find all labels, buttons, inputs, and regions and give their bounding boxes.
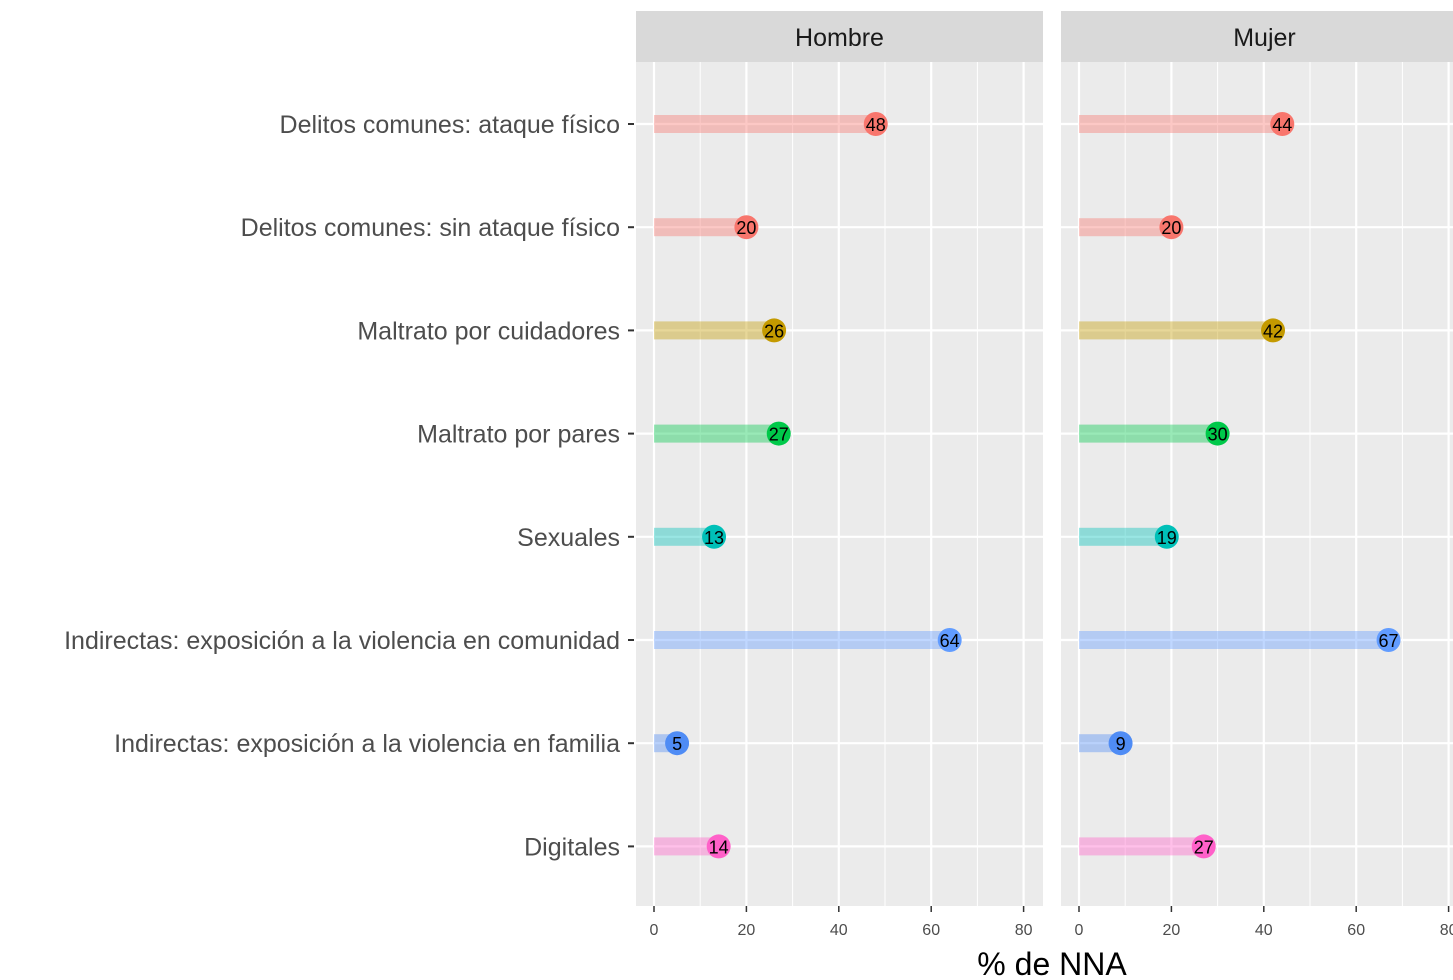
category-label: Sexuales — [517, 524, 620, 552]
data-label: 26 — [764, 321, 784, 341]
category-label: Indirectas: exposición a la violencia en… — [114, 730, 620, 758]
data-label: 27 — [1194, 837, 1214, 857]
point — [1270, 112, 1295, 136]
point — [702, 524, 727, 549]
panels: Hombre 0 20 40 60 80 48 20 26 27 13 64 5 14 Mujer 0 20 40… — [636, 11, 1453, 939]
data-label: 5 — [672, 734, 682, 754]
bar — [1079, 321, 1274, 340]
data-label: 20 — [1161, 218, 1181, 238]
point — [1261, 318, 1286, 343]
point — [766, 421, 791, 446]
x-tick-label: 80 — [1440, 922, 1453, 939]
bar — [654, 837, 719, 856]
point — [706, 834, 731, 859]
point — [734, 215, 759, 240]
point — [1191, 834, 1216, 859]
facet-strip-label: Mujer — [1233, 24, 1296, 52]
category-label: Indirectas: exposición a la violencia en… — [64, 627, 620, 655]
x-tick-label: 0 — [1075, 922, 1084, 939]
bar — [654, 527, 715, 546]
point — [1159, 215, 1184, 240]
data-label: 20 — [736, 218, 756, 238]
x-tick-label: 40 — [1255, 922, 1273, 939]
x-tick-label: 0 — [650, 922, 659, 939]
point — [937, 628, 962, 652]
category-label: Maltrato por cuidadores — [357, 317, 620, 345]
bar — [654, 424, 779, 443]
data-label: 42 — [1263, 321, 1283, 341]
point — [1108, 731, 1133, 756]
point — [1205, 421, 1230, 446]
bar — [1079, 631, 1389, 649]
point — [1154, 524, 1179, 549]
category-label: Digitales — [524, 833, 620, 861]
panel-mujer: Mujer 0 20 40 60 80 44 20 42 30 19 67 9 27 — [1061, 11, 1453, 939]
facet-strip-label: Hombre — [795, 24, 884, 52]
data-label: 30 — [1208, 425, 1228, 445]
point — [665, 731, 690, 756]
x-tick-label: 20 — [738, 922, 756, 939]
facet-strip — [636, 11, 1043, 62]
bar — [1079, 424, 1218, 443]
x-tick-label: 80 — [1015, 922, 1033, 939]
category-label: Delitos comunes: ataque físico — [280, 111, 620, 139]
bar — [1079, 218, 1172, 237]
x-tick-label: 60 — [1347, 922, 1365, 939]
bar — [1079, 527, 1167, 546]
facet-strip — [1061, 11, 1453, 62]
category-label: Delitos comunes: sin ataque físico — [241, 214, 620, 242]
data-label: 44 — [1272, 115, 1292, 135]
data-label: 67 — [1379, 631, 1399, 651]
data-label: 13 — [704, 528, 724, 548]
x-axis-title: % de NNA — [977, 946, 1127, 980]
data-label: 14 — [709, 837, 729, 857]
point — [863, 112, 888, 136]
x-tick-label: 60 — [922, 922, 940, 939]
x-tick-label: 40 — [830, 922, 848, 939]
bar — [654, 321, 775, 340]
bar — [654, 218, 747, 237]
x-tick-label: 20 — [1163, 922, 1181, 939]
bar — [1079, 837, 1204, 856]
data-label: 64 — [940, 631, 960, 651]
point — [762, 318, 787, 343]
bar — [654, 631, 950, 649]
data-label: 27 — [769, 425, 789, 445]
data-label: 19 — [1157, 528, 1177, 548]
category-labels: Delitos comunes: ataque físico Delitos co… — [64, 111, 634, 861]
category-label: Maltrato por pares — [417, 421, 620, 449]
panel-background — [1061, 62, 1453, 906]
point — [1376, 628, 1401, 652]
data-label: 9 — [1116, 734, 1126, 754]
bar — [654, 115, 876, 133]
data-label: 48 — [866, 115, 886, 135]
panel-hombre: Hombre 0 20 40 60 80 48 20 26 27 13 64 5 14 — [636, 11, 1043, 939]
bar — [1079, 115, 1283, 133]
